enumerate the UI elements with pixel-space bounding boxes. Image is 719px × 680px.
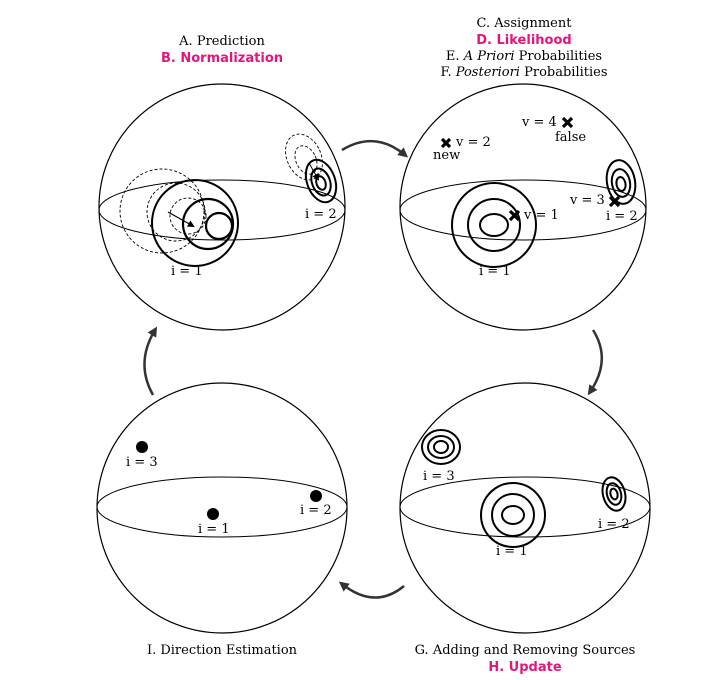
estimate-point-1 bbox=[207, 508, 219, 520]
sphere-estimation bbox=[96, 382, 348, 634]
prior-distribution-1 bbox=[119, 168, 207, 254]
observation-new-tag: new bbox=[433, 148, 461, 163]
observation-false-tag: false bbox=[555, 130, 587, 145]
arrow-update-to-estimation bbox=[338, 581, 405, 599]
arrow-assignment-to-update bbox=[587, 329, 604, 396]
cycle-arrows bbox=[143, 139, 604, 599]
source-2-label: i = 2 bbox=[300, 503, 332, 518]
arrow-prediction-to-assignment bbox=[341, 139, 409, 158]
source-1-label: i = 1 bbox=[479, 264, 511, 279]
distribution-1 bbox=[451, 182, 537, 268]
step-adding-removing-label: G. Adding and Removing Sources bbox=[414, 643, 636, 658]
distribution-2 bbox=[601, 476, 627, 512]
source-1-label: i = 1 bbox=[171, 264, 203, 279]
sphere-update bbox=[399, 382, 651, 634]
step-normalization-label: B. Normalization bbox=[160, 51, 284, 66]
step-likelihood-label: D. Likelihood bbox=[476, 33, 572, 48]
distribution-2 bbox=[605, 159, 637, 205]
step-update-label: H. Update bbox=[488, 660, 562, 675]
observation-markers bbox=[440, 116, 621, 222]
step-posteriori-label: F. Posteriori Probabilities bbox=[440, 65, 608, 80]
observation-1-label: v = 1 bbox=[524, 208, 559, 223]
source-3-label: i = 3 bbox=[423, 469, 455, 484]
source-1-label: i = 1 bbox=[496, 544, 528, 559]
source-2-label: i = 2 bbox=[305, 207, 337, 222]
estimate-point-3 bbox=[136, 441, 148, 453]
step-prediction-label: A. Prediction bbox=[179, 34, 265, 49]
source-3-label: i = 3 bbox=[126, 455, 158, 470]
source-1-label: i = 1 bbox=[198, 522, 230, 537]
arrow-estimation-to-prediction bbox=[143, 326, 158, 396]
source-2-label: i = 2 bbox=[606, 209, 638, 224]
sphere-prediction bbox=[98, 83, 346, 331]
sphere-assignment bbox=[399, 83, 647, 331]
estimate-point-2 bbox=[310, 490, 322, 502]
distribution-1 bbox=[480, 482, 546, 548]
observation-3-label: v = 3 bbox=[570, 193, 605, 208]
predicted-distribution-1 bbox=[151, 179, 239, 267]
step-a-priori-label: E. A Priori Probabilities bbox=[445, 49, 603, 64]
observation-false-label: v = 4 bbox=[522, 115, 557, 130]
predicted-distribution-2 bbox=[304, 158, 338, 204]
step-direction-estimation-label: I. Direction Estimation bbox=[146, 643, 298, 658]
step-assignment-label: C. Assignment bbox=[476, 16, 572, 31]
distribution-3 bbox=[421, 429, 461, 465]
source-2-label: i = 2 bbox=[598, 517, 630, 532]
observation-new-label: v = 2 bbox=[456, 135, 491, 150]
